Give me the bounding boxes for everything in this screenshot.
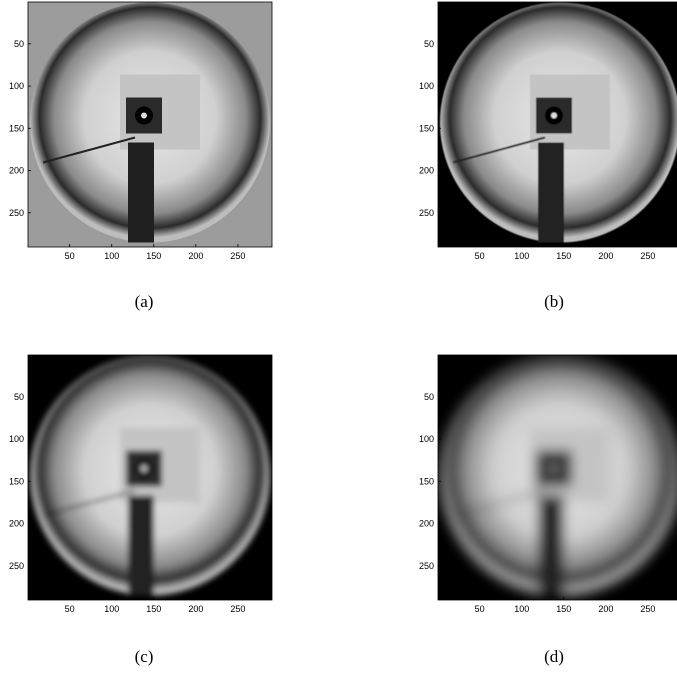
x-tick-label: 250 bbox=[640, 604, 655, 614]
x-tick-label: 50 bbox=[65, 251, 75, 261]
y-tick-label: 200 bbox=[419, 166, 434, 176]
y-tick-label: 150 bbox=[9, 123, 24, 133]
y-tick-label: 50 bbox=[424, 392, 434, 402]
image bbox=[438, 2, 677, 247]
y-tick-label: 50 bbox=[14, 392, 24, 402]
stand bbox=[538, 496, 564, 596]
y-tick-label: 200 bbox=[419, 519, 434, 529]
y-tick-label: 100 bbox=[9, 81, 24, 91]
y-tick-label: 100 bbox=[9, 434, 24, 444]
y-tick-label: 50 bbox=[424, 39, 434, 49]
y-tick-label: 250 bbox=[419, 208, 434, 218]
x-tick-label: 50 bbox=[475, 251, 485, 261]
caption: (a) bbox=[135, 292, 154, 311]
x-tick-label: 150 bbox=[146, 604, 161, 614]
lens-center bbox=[141, 113, 147, 119]
image-content bbox=[440, 3, 677, 243]
image-content bbox=[30, 3, 270, 243]
x-tick-label: 200 bbox=[188, 251, 203, 261]
y-tick-label: 200 bbox=[9, 166, 24, 176]
x-tick-label: 250 bbox=[230, 604, 245, 614]
page: 50 100 150 200 250 50 100 150 200 250 (a) 50 100 150 2… bbox=[0, 0, 677, 682]
caption: (c) bbox=[135, 647, 154, 666]
stand bbox=[538, 143, 564, 243]
image-content bbox=[30, 356, 270, 596]
panel: 50 100 150 200 250 50 100 150 200 250 (a) bbox=[9, 2, 272, 311]
lens-center bbox=[551, 466, 557, 472]
panel: 50 100 150 200 250 50 100 150 200 250 (c) bbox=[9, 355, 272, 666]
image bbox=[28, 355, 272, 600]
caption: (b) bbox=[544, 292, 564, 311]
x-tick-label: 50 bbox=[65, 604, 75, 614]
image bbox=[28, 2, 272, 247]
x-tick-label: 150 bbox=[556, 604, 571, 614]
x-tick-label: 100 bbox=[514, 604, 529, 614]
x-tick-label: 200 bbox=[188, 604, 203, 614]
panel: 50 100 150 200 250 50 100 150 200 250 (b) bbox=[419, 2, 677, 311]
figure: 50 100 150 200 250 50 100 150 200 250 (a) 50 100 150 2… bbox=[0, 0, 677, 682]
lens-center bbox=[141, 466, 147, 472]
caption: (d) bbox=[544, 647, 564, 666]
y-tick-label: 100 bbox=[419, 434, 434, 444]
lens-center bbox=[551, 113, 557, 119]
x-tick-label: 200 bbox=[598, 604, 613, 614]
image bbox=[438, 355, 677, 600]
x-tick-label: 100 bbox=[514, 251, 529, 261]
stand bbox=[128, 143, 154, 243]
stand bbox=[128, 496, 154, 596]
x-tick-label: 250 bbox=[640, 251, 655, 261]
x-tick-label: 250 bbox=[230, 251, 245, 261]
y-tick-label: 150 bbox=[419, 123, 434, 133]
y-tick-label: 250 bbox=[419, 561, 434, 571]
x-tick-label: 100 bbox=[104, 251, 119, 261]
y-tick-label: 200 bbox=[9, 519, 24, 529]
x-tick-label: 100 bbox=[104, 604, 119, 614]
y-tick-label: 250 bbox=[9, 208, 24, 218]
x-tick-label: 50 bbox=[475, 604, 485, 614]
image-content bbox=[440, 356, 677, 596]
y-tick-label: 50 bbox=[14, 39, 24, 49]
panel: 50 100 150 200 250 50 100 150 200 250 (d) bbox=[419, 355, 677, 666]
x-tick-label: 150 bbox=[556, 251, 571, 261]
y-tick-label: 100 bbox=[419, 81, 434, 91]
y-tick-label: 150 bbox=[419, 476, 434, 486]
x-tick-label: 200 bbox=[598, 251, 613, 261]
x-tick-label: 150 bbox=[146, 251, 161, 261]
y-tick-label: 150 bbox=[9, 476, 24, 486]
y-tick-label: 250 bbox=[9, 561, 24, 571]
